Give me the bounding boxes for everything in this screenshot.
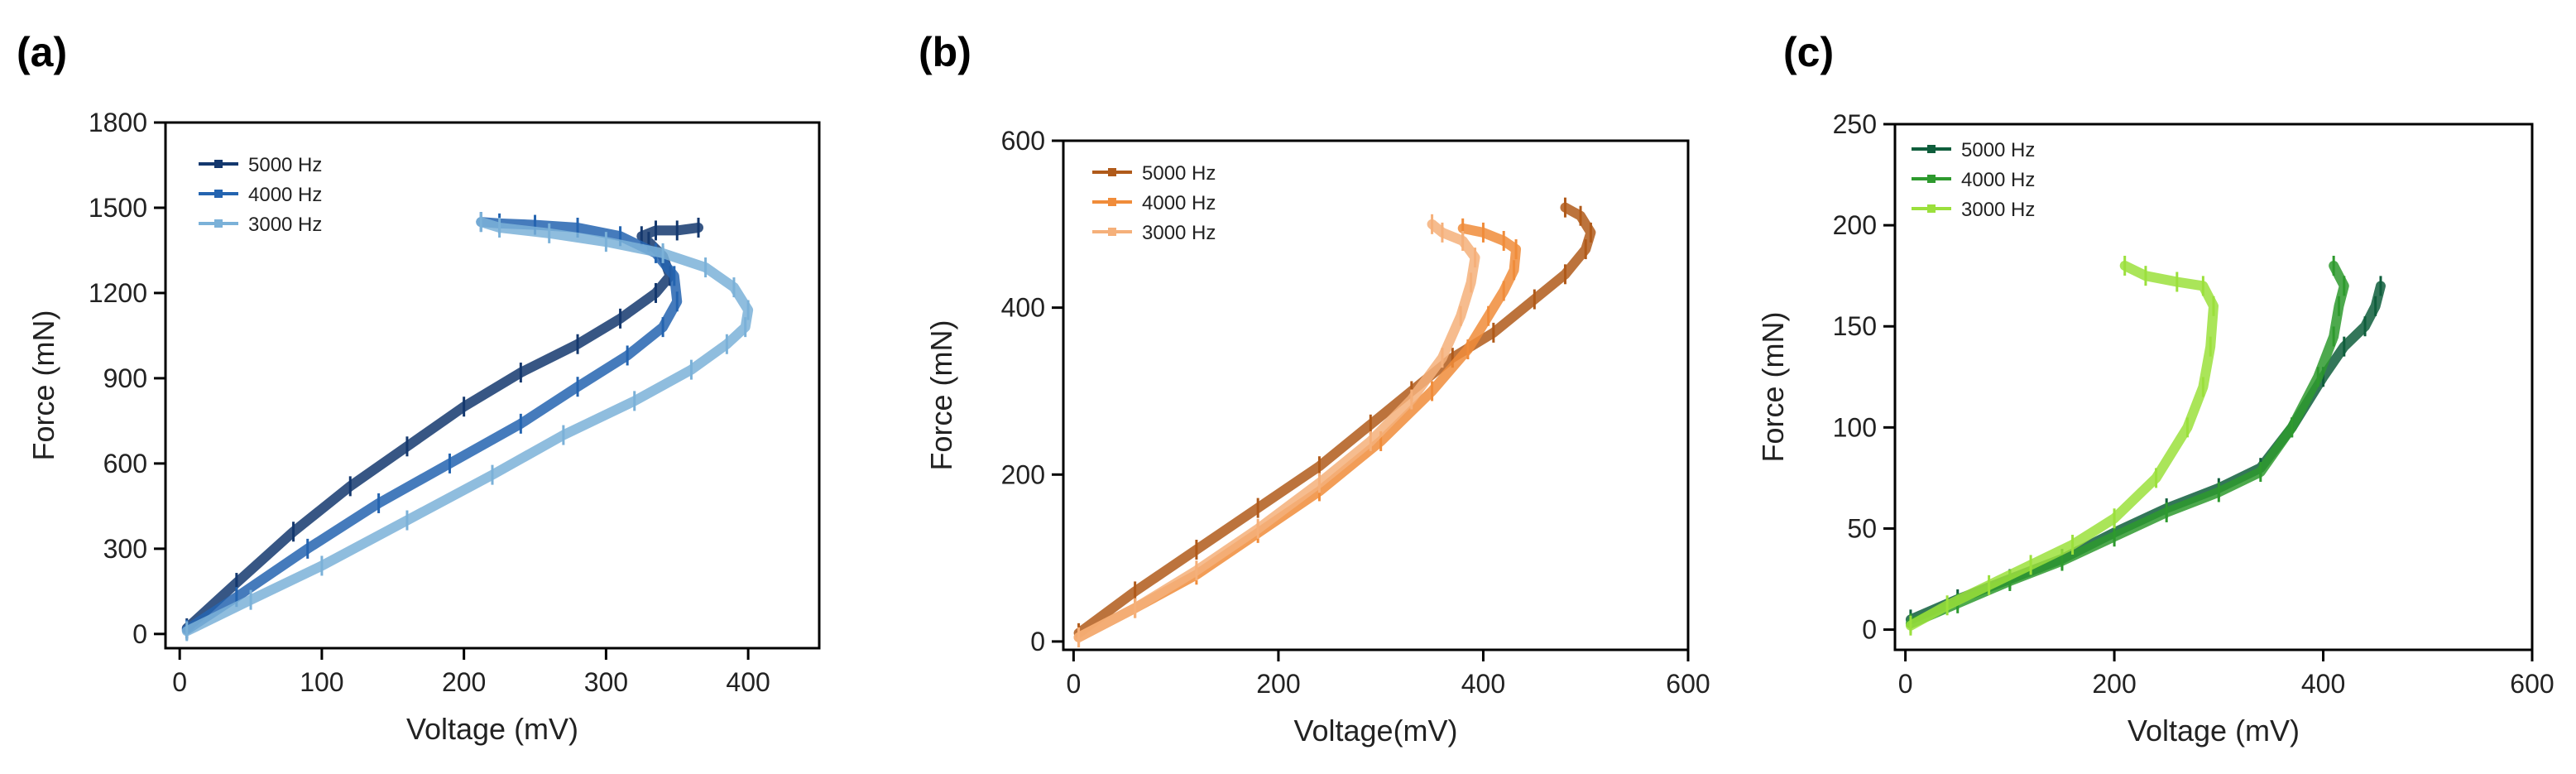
x-tick-label: 400 xyxy=(1461,669,1505,699)
y-tick-label: 600 xyxy=(103,449,147,478)
x-tick-label: 0 xyxy=(1898,669,1913,699)
x-tick-label: 600 xyxy=(1666,669,1710,699)
x-tick-label: 300 xyxy=(584,667,628,697)
x-tick-label: 200 xyxy=(2092,669,2136,699)
x-tick-label: 600 xyxy=(2510,669,2554,699)
x-tick-label: 400 xyxy=(726,667,770,697)
legend-marker xyxy=(214,190,223,198)
y-tick-label: 150 xyxy=(1833,311,1877,341)
legend-label: 4000 Hz xyxy=(248,184,322,206)
legend-marker xyxy=(1108,198,1116,206)
legend-marker xyxy=(214,160,223,168)
panel-label: (a) xyxy=(17,29,67,75)
y-axis-title: Force (mN) xyxy=(1756,312,1790,463)
x-tick-label: 200 xyxy=(1256,669,1300,699)
legend-label: 3000 Hz xyxy=(1961,199,2035,221)
panel-label: (b) xyxy=(919,29,971,75)
x-axis-title: Voltage (mV) xyxy=(2127,714,2300,748)
x-tick-label: 0 xyxy=(172,667,187,697)
series-line-0 xyxy=(1905,281,2386,625)
y-tick-label: 100 xyxy=(1833,412,1877,442)
panel-0: (a) 0 100 200 300 400 0 300 600 900 1200 1500 1800 Vo… xyxy=(17,29,821,746)
plot-frame xyxy=(164,121,821,650)
y-tick-label: 600 xyxy=(1001,126,1045,156)
legend-marker xyxy=(1927,175,1936,183)
y-tick-label: 400 xyxy=(1001,293,1045,323)
legend-label: 4000 Hz xyxy=(1961,169,2035,191)
x-tick-label: 400 xyxy=(2301,669,2345,699)
y-tick-label: 50 xyxy=(1847,513,1877,543)
legend-marker xyxy=(1927,204,1936,213)
series-line-1 xyxy=(1073,223,1522,642)
y-tick-label: 200 xyxy=(1833,210,1877,240)
legend-label: 3000 Hz xyxy=(248,214,322,236)
y-tick-label: 250 xyxy=(1833,109,1877,139)
y-tick-label: 1500 xyxy=(89,193,147,223)
legend-label: 5000 Hz xyxy=(248,154,322,176)
y-tick-label: 200 xyxy=(1001,459,1045,489)
y-tick-label: 0 xyxy=(1862,615,1877,645)
x-tick-label: 0 xyxy=(1066,669,1081,699)
legend-marker xyxy=(1927,145,1936,153)
plot-frame xyxy=(1893,123,2534,651)
series-line-2 xyxy=(181,217,754,637)
y-axis-title: Force (mN) xyxy=(26,310,60,461)
panel-1: (b) 0 200 400 600 0 200 400 600 Voltage(mV) Force … xyxy=(919,29,1710,748)
y-tick-label: 300 xyxy=(103,534,147,564)
y-tick-label: 1200 xyxy=(89,278,147,308)
y-axis-title: Force (mN) xyxy=(924,320,958,471)
legend-label: 4000 Hz xyxy=(1142,192,1216,214)
legend-marker xyxy=(1108,228,1116,236)
series-line-1 xyxy=(1905,260,2349,629)
legend-marker xyxy=(214,219,223,228)
panel-2: (c) 0 200 400 600 0 50 100 150 200 250 Voltage (mV)… xyxy=(1756,29,2554,748)
y-tick-label: 0 xyxy=(132,619,147,649)
panel-label: (c) xyxy=(1783,29,1834,75)
y-tick-label: 0 xyxy=(1030,627,1045,656)
legend-marker xyxy=(1108,168,1116,176)
x-axis-title: Voltage (mV) xyxy=(406,712,578,746)
y-tick-label: 900 xyxy=(103,363,147,393)
series-line-2 xyxy=(1905,260,2219,631)
x-tick-label: 100 xyxy=(300,667,343,697)
x-tick-label: 200 xyxy=(442,667,486,697)
series-line-2 xyxy=(1073,219,1480,642)
series-line-0 xyxy=(181,223,704,633)
legend-label: 3000 Hz xyxy=(1142,222,1216,244)
plot-frame xyxy=(1062,139,1690,651)
x-axis-title: Voltage(mV) xyxy=(1293,714,1457,748)
y-tick-label: 1800 xyxy=(89,108,147,137)
legend-label: 5000 Hz xyxy=(1142,162,1216,185)
legend-label: 5000 Hz xyxy=(1961,139,2035,161)
